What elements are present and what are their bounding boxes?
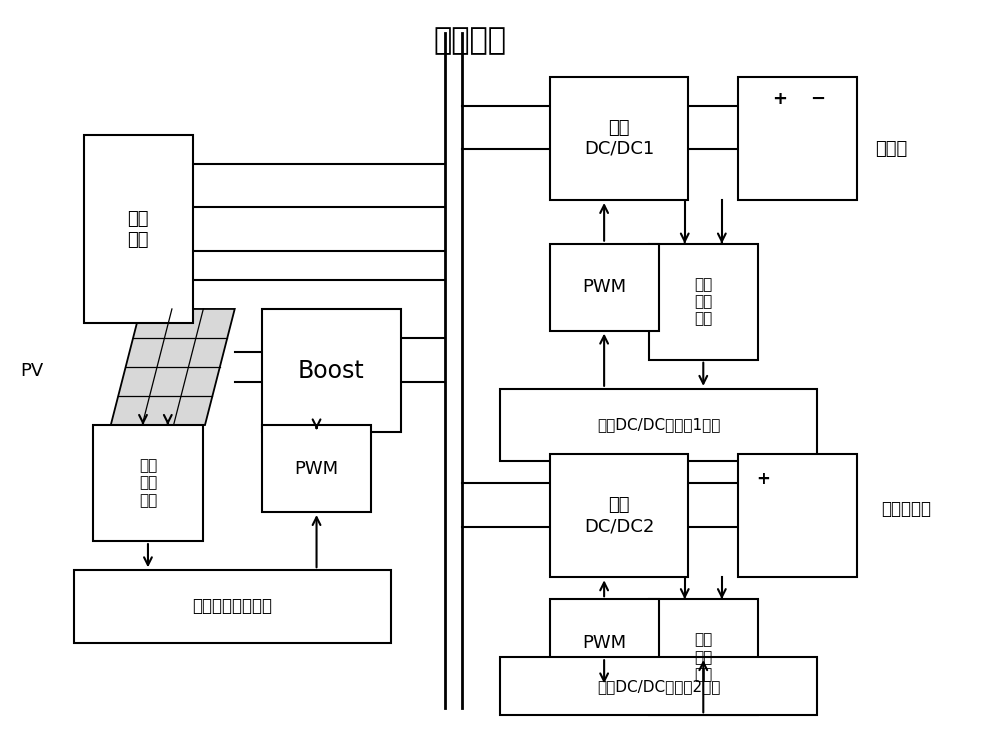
- Text: 双向DC/DC变换器1控制: 双向DC/DC变换器1控制: [597, 418, 720, 432]
- Text: 电压
电流
检测: 电压 电流 检测: [694, 277, 712, 327]
- Text: 直流母线: 直流母线: [434, 26, 507, 55]
- Text: 电压
电流
检测: 电压 电流 检测: [139, 458, 157, 508]
- Text: 双向DC/DC变换器2控制: 双向DC/DC变换器2控制: [597, 679, 720, 694]
- Polygon shape: [111, 309, 235, 425]
- Bar: [649, 244, 758, 360]
- Bar: [649, 599, 758, 716]
- Bar: [262, 309, 401, 432]
- Text: PWM: PWM: [294, 459, 339, 478]
- Text: 双向
DC/DC2: 双向 DC/DC2: [584, 496, 654, 535]
- Bar: [500, 389, 817, 462]
- Bar: [93, 425, 203, 541]
- Text: 双向
DC/DC1: 双向 DC/DC1: [584, 119, 654, 158]
- Bar: [550, 77, 688, 200]
- Text: 蓄电池: 蓄电池: [876, 140, 908, 159]
- Text: +: +: [756, 470, 770, 489]
- Bar: [550, 244, 659, 331]
- Text: PWM: PWM: [582, 278, 626, 297]
- Text: 电压
电流
检测: 电压 电流 检测: [694, 633, 712, 682]
- Bar: [74, 570, 391, 643]
- Text: 光伏发电单元控制: 光伏发电单元控制: [192, 597, 272, 616]
- Bar: [500, 657, 817, 716]
- Bar: [84, 135, 193, 324]
- Bar: [550, 454, 688, 578]
- Bar: [550, 599, 659, 686]
- Text: −: −: [810, 90, 825, 107]
- Bar: [262, 425, 371, 512]
- Text: PWM: PWM: [582, 633, 626, 652]
- Text: +: +: [772, 90, 787, 107]
- Bar: [738, 454, 857, 578]
- Text: 超级电容器: 超级电容器: [882, 500, 932, 517]
- Text: 直流
负载: 直流 负载: [127, 210, 149, 249]
- Text: Boost: Boost: [298, 359, 365, 382]
- Text: PV: PV: [20, 362, 44, 379]
- Bar: [738, 77, 857, 200]
